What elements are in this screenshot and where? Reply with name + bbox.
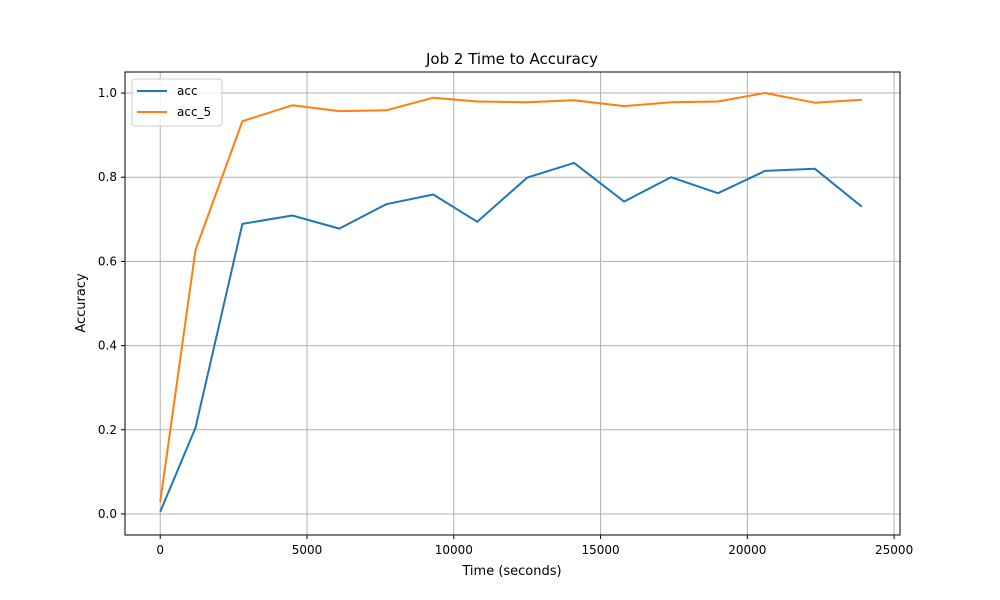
y-tick-label: 0.4 bbox=[98, 339, 117, 353]
x-tick-label: 10000 bbox=[435, 543, 473, 557]
x-tick-label: 5000 bbox=[292, 543, 323, 557]
y-tick-label: 0.2 bbox=[98, 423, 117, 437]
plot-frame bbox=[124, 71, 901, 536]
y-tick-label: 0.0 bbox=[98, 507, 117, 521]
y-axis-label: Accuracy bbox=[74, 273, 89, 333]
series-layer bbox=[159, 92, 863, 513]
y-tick-label: 0.8 bbox=[98, 170, 117, 184]
x-axis: 0 5000 10000 15000 20000 25000 bbox=[156, 535, 913, 557]
x-tick-label: 15000 bbox=[581, 543, 619, 557]
x-tick-label: 25000 bbox=[875, 543, 913, 557]
x-axis-label: Time (seconds) bbox=[461, 564, 561, 579]
series-line-acc-5 bbox=[159, 92, 862, 503]
chart-title: Job 2 Time to Accuracy bbox=[425, 50, 598, 68]
series-line-acc bbox=[159, 161, 863, 513]
legend-label: acc_5 bbox=[177, 105, 211, 119]
x-tick-label: 20000 bbox=[728, 543, 766, 557]
legend: acc acc_5 bbox=[131, 78, 223, 127]
legend-label: acc bbox=[177, 84, 198, 98]
x-tick-label: 0 bbox=[156, 543, 164, 557]
y-tick-label: 0.6 bbox=[98, 254, 117, 268]
y-axis: 0.0 0.2 0.4 0.6 0.8 1.0 bbox=[98, 86, 125, 521]
grid bbox=[125, 72, 900, 535]
y-tick-label: 1.0 bbox=[98, 86, 117, 100]
